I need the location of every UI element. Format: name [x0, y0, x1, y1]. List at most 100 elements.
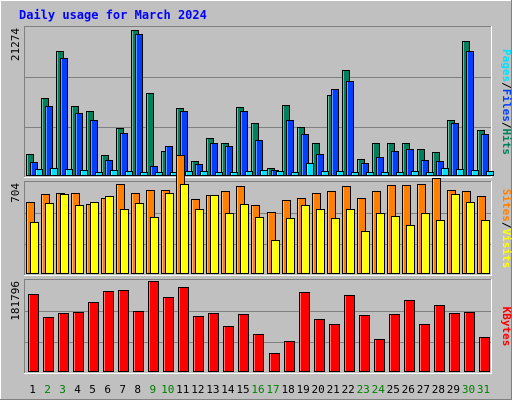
- x-tick-label-day-31: 31: [477, 383, 490, 396]
- x-tick-label-day-13: 13: [206, 383, 219, 396]
- bar-pages-day-31: [486, 171, 494, 176]
- bar-files-day-9: [150, 166, 158, 176]
- bar-sites-day-23: [361, 231, 370, 274]
- bar-files-day-26: [406, 149, 414, 176]
- bar-files-day-13: [210, 143, 218, 176]
- bar-pages-day-17: [276, 171, 284, 176]
- legend-part: Visits: [500, 229, 512, 269]
- bar-pages-day-9: [155, 172, 163, 176]
- bar-sites-day-18: [286, 218, 295, 274]
- bar-files-day-21: [331, 89, 339, 176]
- bar-files-day-12: [195, 164, 203, 176]
- bar-kbytes-day-17: [269, 353, 280, 372]
- bar-sites-day-28: [436, 220, 445, 274]
- x-tick-label-day-21: 21: [327, 383, 340, 396]
- bar-sites-day-17: [271, 240, 280, 274]
- right-legend-top: Pages/Files/Hits: [500, 49, 512, 155]
- bar-files-day-25: [391, 151, 399, 176]
- bar-kbytes-day-11: [178, 287, 189, 372]
- bar-sites-day-1: [30, 222, 39, 274]
- bar-pages-day-19: [306, 163, 314, 176]
- bar-pages-day-25: [396, 172, 404, 176]
- x-tick-label-day-8: 8: [134, 383, 141, 396]
- bar-kbytes-day-26: [404, 300, 415, 372]
- bar-kbytes-day-23: [359, 315, 370, 372]
- bar-pages-day-21: [336, 171, 344, 176]
- series-files: [30, 34, 489, 176]
- bar-files-day-18: [286, 120, 294, 176]
- bar-files-day-4: [75, 113, 83, 176]
- legend-part: Files: [500, 89, 512, 122]
- bar-pages-day-4: [80, 170, 88, 176]
- x-tick-label-day-24: 24: [372, 383, 386, 396]
- bar-kbytes-day-9: [148, 281, 159, 372]
- bar-sites-day-8: [135, 203, 144, 274]
- bar-sites-day-9: [150, 217, 159, 274]
- bar-pages-day-15: [245, 171, 253, 176]
- bar-pages-day-1: [35, 169, 43, 176]
- x-tick-label-day-15: 15: [236, 383, 249, 396]
- bar-sites-day-13: [210, 195, 219, 274]
- series-sites: [30, 184, 490, 274]
- bar-kbytes-day-14: [223, 326, 234, 372]
- bar-sites-day-5: [90, 202, 99, 274]
- bar-pages-day-3: [65, 169, 73, 176]
- legend-part: Sites: [500, 189, 512, 222]
- bar-files-day-14: [225, 146, 233, 176]
- bar-sites-day-2: [45, 203, 54, 274]
- legend-part: Hits: [500, 129, 512, 156]
- x-tick-label-day-5: 5: [89, 383, 96, 396]
- bar-files-day-20: [316, 154, 324, 176]
- bar-files-day-6: [105, 160, 113, 176]
- x-tick-label-day-6: 6: [104, 383, 111, 396]
- bar-kbytes-day-29: [449, 313, 460, 372]
- bar-files-day-29: [451, 123, 459, 176]
- x-tick-label-day-25: 25: [387, 383, 400, 396]
- bar-pages-day-18: [291, 172, 299, 176]
- bar-sites-day-27: [421, 213, 430, 274]
- bar-files-day-27: [421, 160, 429, 176]
- bar-sites-day-30: [466, 202, 475, 274]
- bar-files-day-19: [301, 134, 309, 176]
- bar-kbytes-day-6: [103, 291, 114, 372]
- bar-files-day-3: [60, 58, 68, 176]
- bar-pages-day-23: [366, 172, 374, 176]
- bar-files-day-16: [255, 140, 263, 176]
- bar-sites-day-6: [105, 196, 114, 274]
- legend-part: /: [500, 82, 512, 89]
- x-axis-day-labels: 1 2 3 4 5 6 7 8 9 10 11 12 13 14 15 16 17 18 19 20 21 22 23 24 2…: [29, 383, 490, 396]
- bar-pages-day-22: [351, 172, 359, 176]
- series-pages: [35, 163, 494, 176]
- bar-files-day-31: [481, 134, 489, 176]
- bar-sites-day-26: [406, 225, 415, 274]
- x-tick-label-day-20: 20: [311, 383, 324, 396]
- bar-files-day-5: [90, 120, 98, 176]
- bar-sites-day-20: [316, 209, 325, 274]
- x-tick-label-day-10: 10: [161, 383, 174, 396]
- bar-kbytes-day-10: [163, 297, 174, 372]
- bar-files-day-22: [346, 81, 354, 176]
- bar-sites-day-7: [120, 209, 129, 274]
- bar-kbytes-day-28: [434, 305, 445, 372]
- bar-pages-day-29: [456, 169, 464, 176]
- bar-pages-day-11: [185, 171, 193, 176]
- bar-sites-day-15: [240, 204, 249, 274]
- bar-kbytes-day-21: [329, 324, 340, 372]
- bar-pages-day-14: [230, 172, 238, 176]
- x-tick-label-day-27: 27: [417, 383, 430, 396]
- bar-pages-day-2: [50, 168, 58, 176]
- bar-pages-day-27: [426, 172, 434, 176]
- bar-files-day-7: [120, 133, 128, 176]
- x-tick-label-day-29: 29: [447, 383, 460, 396]
- bar-kbytes-day-5: [88, 302, 99, 372]
- bar-files-day-2: [45, 106, 53, 176]
- bar-pages-day-16: [260, 170, 268, 176]
- series-kbytes: [28, 281, 490, 372]
- x-tick-label-day-22: 22: [342, 383, 355, 396]
- bar-sites-day-21: [331, 218, 340, 274]
- x-tick-label-day-4: 4: [74, 383, 81, 396]
- bar-pages-day-13: [215, 172, 223, 176]
